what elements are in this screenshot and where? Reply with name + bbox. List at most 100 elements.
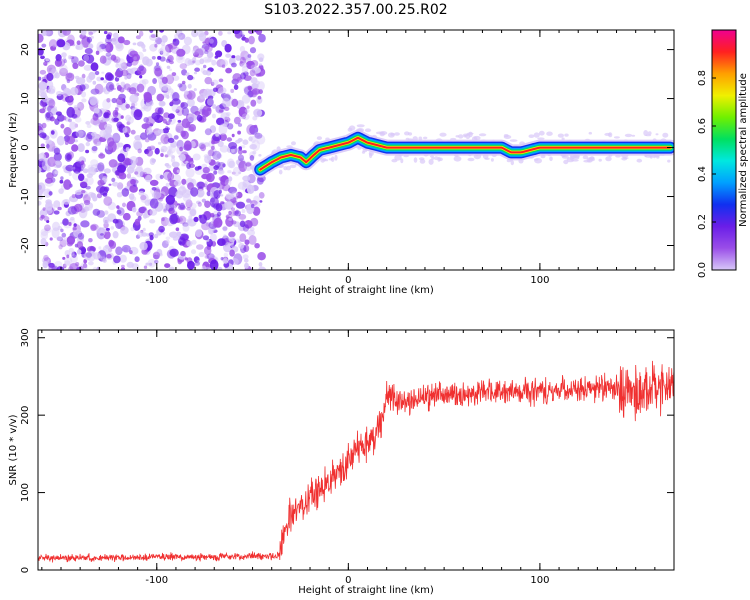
noise-blob [197,47,206,56]
noise-blob [40,231,49,240]
noise-blob [179,154,186,162]
noise-blob [177,56,183,61]
noise-blob [177,186,187,196]
noise-blob [81,98,87,103]
noise-blob [204,255,210,259]
noise-blob [181,80,186,85]
noise-blob [192,57,197,62]
noise-blob [202,183,208,188]
noise-blob [122,157,131,166]
noise-blob [254,132,263,139]
noise-blob [246,124,255,136]
halo-blob [528,134,535,138]
noise-blob [103,112,110,119]
noise-blob [185,199,193,209]
noise-blob [234,210,241,217]
noise-blob [85,149,90,154]
noise-blob [190,157,194,162]
noise-blob [190,249,197,255]
noise-blob [54,160,62,165]
noise-blob [210,214,215,218]
noise-blob [168,207,175,215]
noise-blob [217,87,227,94]
noise-blob [158,48,164,54]
halo-blob [278,169,283,175]
noise-blob [211,140,216,145]
noise-blob [192,153,201,161]
noise-blob [136,210,144,217]
noise-blob [215,161,221,169]
snr-series-line [38,360,674,563]
noise-blob [105,227,110,231]
noise-blob [88,261,94,266]
noise-blob [157,141,162,145]
noise-blob [215,132,220,137]
noise-blob [225,53,232,58]
halo-blob [286,165,291,171]
noise-blob [67,206,77,215]
halo-blob [437,156,441,162]
noise-blob [228,186,237,194]
noise-blob [44,224,51,232]
noise-blob [59,67,68,77]
noise-blob [85,121,91,125]
noise-blob [60,176,64,181]
halo-blob [291,141,296,146]
noise-blob [212,104,217,109]
noise-blob [161,202,167,210]
noise-blob [193,216,199,222]
noise-blob [168,186,178,198]
halo-blob [588,131,592,135]
halo-blob [533,158,539,161]
noise-blob [69,87,79,96]
noise-blob [84,48,93,55]
noise-blob [105,72,113,81]
noise-blob [70,251,75,256]
noise-blob [142,227,146,232]
noise-blob [146,148,154,157]
noise-blob [218,30,223,36]
noise-blob [241,66,249,74]
noise-blob [151,112,161,120]
noise-blob [131,103,136,107]
noise-blob [182,223,190,232]
noise-blob [238,171,242,175]
halo-blob [564,133,569,137]
noise-blob [172,75,180,81]
noise-blob [83,199,91,206]
noise-blob [139,30,144,37]
noise-blob [137,148,142,154]
noise-blob [144,149,149,153]
noise-blob [51,227,60,239]
noise-blob [249,69,256,77]
noise-blob [250,217,259,227]
noise-blob [204,155,212,164]
noise-blob [228,176,233,182]
noise-blob [177,32,186,40]
halo-blob [368,151,374,156]
noise-blob [109,84,114,91]
halo-blob [364,128,372,133]
noise-blob [66,235,76,245]
noise-blob [161,35,168,43]
noise-blob [149,145,156,151]
noise-blob [196,181,206,189]
noise-blob [47,156,57,167]
noise-blob [116,205,120,209]
snr-frame [37,329,675,571]
noise-blob [62,199,71,205]
noise-blob [213,203,220,210]
noise-blob [40,55,45,60]
colorbar-tick-label: 0.0 [697,262,708,278]
noise-blob [137,230,144,238]
noise-blob [60,228,64,233]
noise-blob [80,30,87,36]
halo-blob [400,158,404,164]
noise-blob [45,201,53,211]
noise-blob [81,190,86,194]
noise-blob [237,154,245,162]
noise-blob [77,143,85,153]
noise-blob [52,106,58,111]
noise-blob [87,191,95,198]
noise-blob [158,225,165,233]
